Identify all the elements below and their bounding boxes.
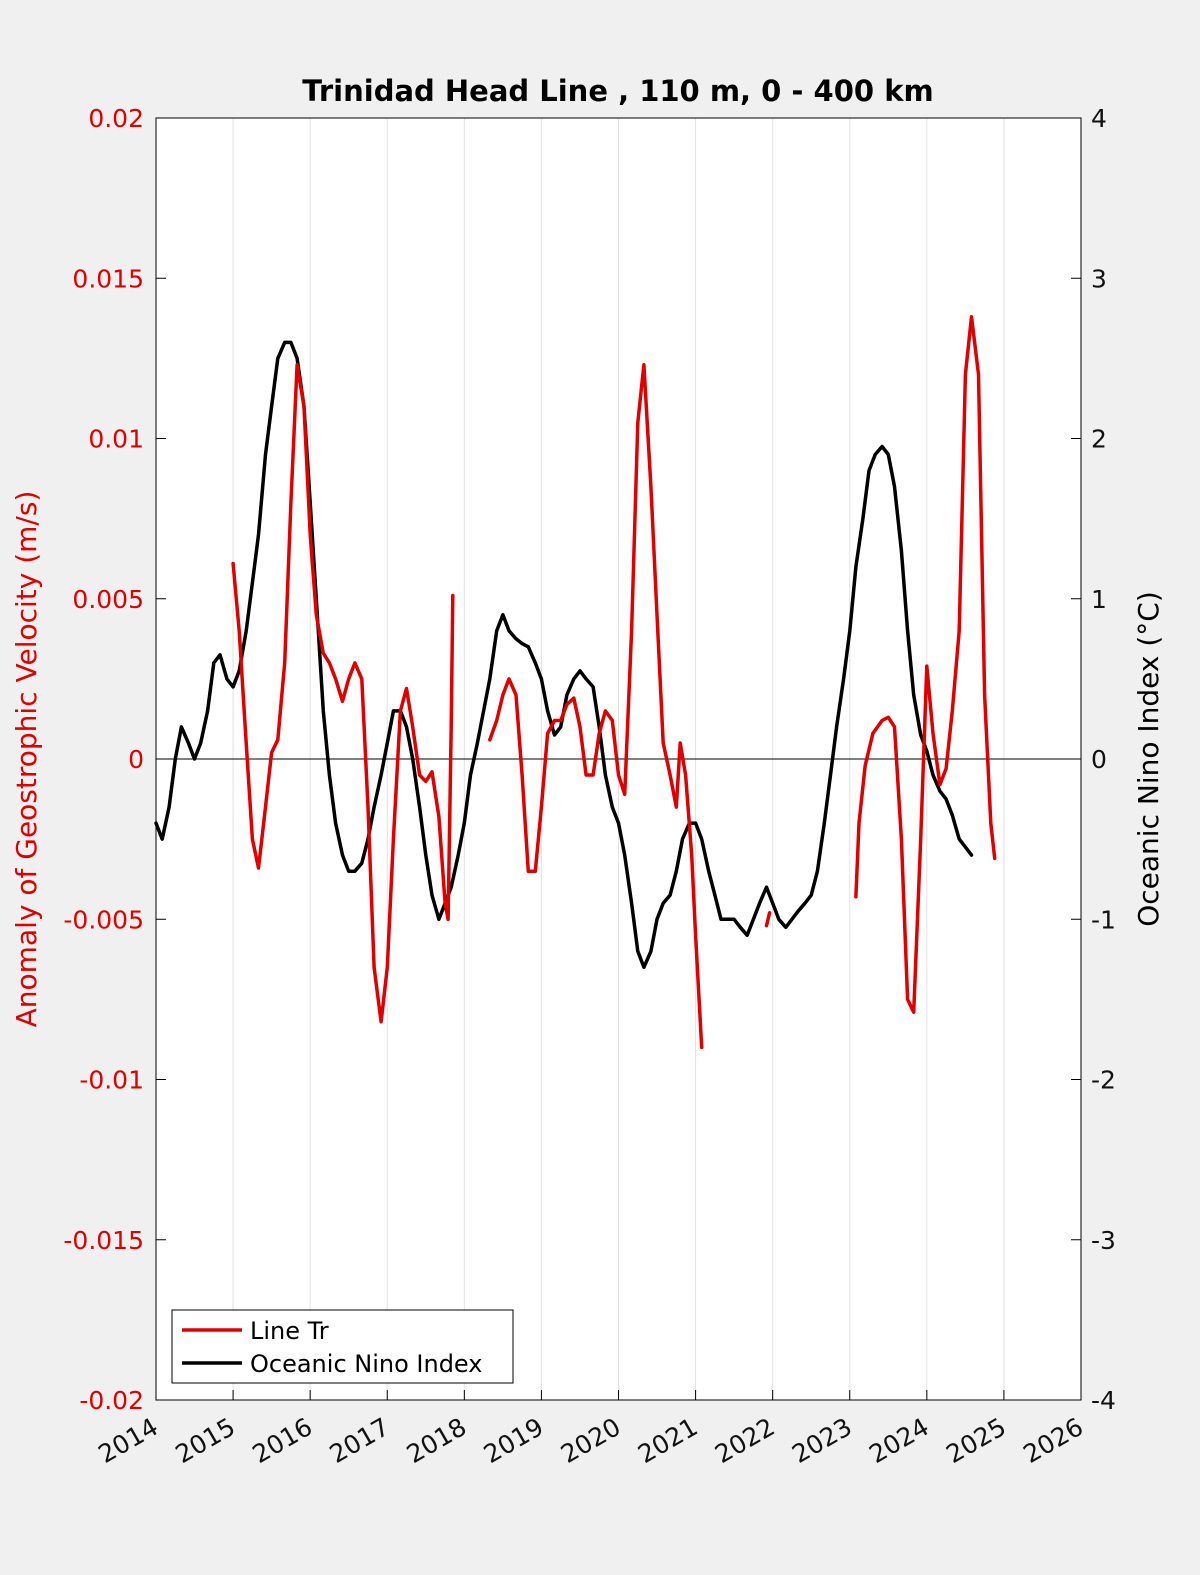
- right-y-axis: 4 3 2 1 0 -1 -2 -3 -4: [1071, 104, 1116, 1415]
- right-tick-label: -4: [1091, 1386, 1116, 1415]
- right-tick-label: 2: [1091, 425, 1107, 454]
- x-tick-label: 2014: [93, 1412, 163, 1469]
- x-tick-label: 2022: [710, 1412, 780, 1469]
- left-tick-label: -0.005: [63, 905, 144, 934]
- x-tick-label: 2016: [248, 1412, 318, 1469]
- series-line-line-tr: [231, 363, 455, 1024]
- right-tick-label: 0: [1091, 745, 1107, 774]
- left-tick-label: 0.01: [88, 425, 144, 454]
- x-axis: 2014 2015 2016 2017 2018 2019 2020 2021 2022 2023…: [93, 1390, 1088, 1469]
- x-tick-label: 2023: [787, 1412, 857, 1469]
- x-tick-label: 2024: [864, 1412, 934, 1469]
- left-y-axis: 0.02 0.015 0.01 0.005 0 -0.005 -0.01 -0.015 -0.0…: [63, 104, 166, 1415]
- left-tick-label: -0.01: [79, 1066, 144, 1095]
- right-tick-label: -2: [1091, 1066, 1116, 1095]
- series-line-line-tr: [764, 911, 772, 928]
- right-tick-label: 3: [1091, 264, 1107, 293]
- legend-label-line-tr: Line Tr: [250, 1317, 329, 1345]
- left-tick-label: -0.015: [63, 1226, 144, 1255]
- series-line-line-tr: [488, 363, 704, 1050]
- right-tick-label: 4: [1091, 104, 1107, 133]
- chart-title: Trinidad Head Line , 110 m, 0 - 400 km: [302, 74, 933, 108]
- x-tick-label: 2017: [325, 1412, 395, 1469]
- right-tick-label: 1: [1091, 585, 1107, 614]
- x-tick-label: 2019: [479, 1412, 549, 1469]
- right-axis-label: Oceanic Nino Index (°C): [1132, 591, 1165, 927]
- x-tick-label: 2015: [170, 1412, 240, 1469]
- left-axis-label: Anomaly of Geostrophic Velocity (m/s): [10, 491, 43, 1028]
- series-line-line-tr: [854, 314, 997, 1014]
- left-tick-label: 0.02: [88, 104, 144, 133]
- x-tick-label: 2026: [1018, 1412, 1088, 1469]
- legend-box: [171, 1309, 514, 1384]
- left-tick-label: -0.02: [79, 1386, 144, 1415]
- series-layer: [154, 314, 997, 1050]
- x-tick-label: 2020: [556, 1412, 626, 1469]
- right-tick-label: -1: [1091, 905, 1116, 934]
- x-tick-label: 2021: [633, 1412, 703, 1469]
- left-tick-label: 0.015: [72, 264, 144, 293]
- right-tick-label: -3: [1091, 1226, 1116, 1255]
- left-tick-label: 0.005: [72, 585, 144, 614]
- legend-label-oni: Oceanic Nino Index: [250, 1350, 482, 1378]
- left-tick-label: 0: [128, 745, 144, 774]
- x-tick-label: 2018: [402, 1412, 472, 1469]
- x-tick-label: 2025: [941, 1412, 1011, 1469]
- legend: Line Tr Oceanic Nino Index: [171, 1309, 514, 1384]
